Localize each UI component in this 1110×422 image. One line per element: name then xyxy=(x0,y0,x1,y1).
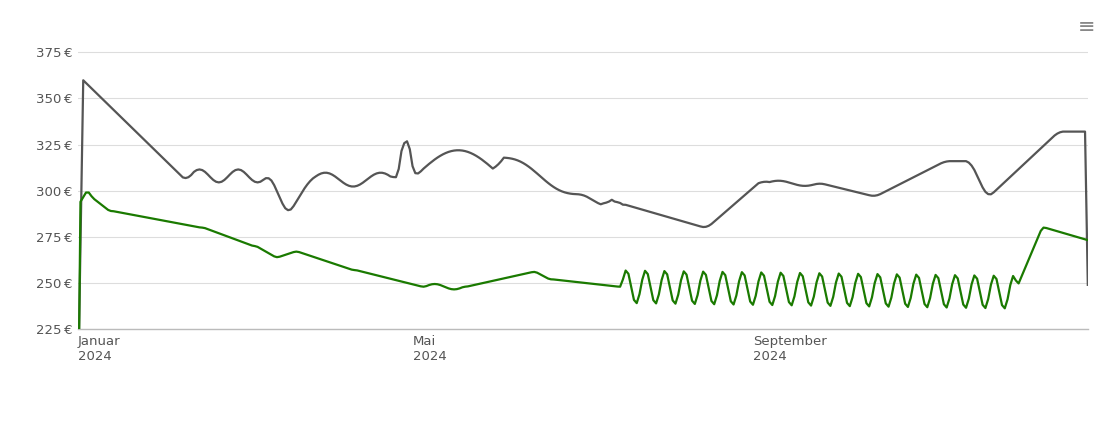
Line: lose Ware: lose Ware xyxy=(78,192,1088,422)
Text: ≡: ≡ xyxy=(1078,17,1096,37)
Line: Sackware: Sackware xyxy=(78,80,1088,411)
